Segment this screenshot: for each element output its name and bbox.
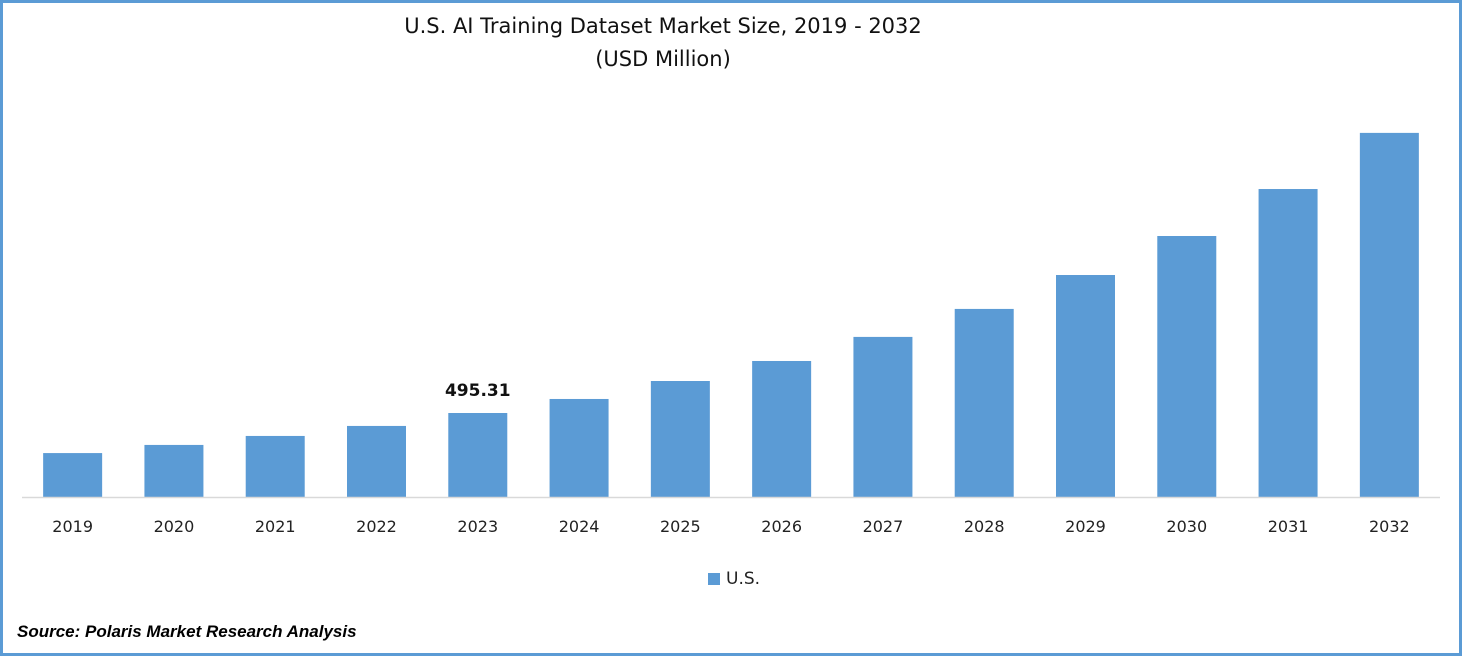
bar-2029 [1056, 275, 1115, 497]
legend: U.S. [708, 569, 760, 589]
x-tick-label: 2020 [154, 517, 195, 536]
x-tick-label: 2027 [863, 517, 904, 536]
bar-2022 [347, 425, 406, 497]
source-note: Source: Polaris Market Research Analysis [17, 622, 357, 641]
bar-2032 [1359, 132, 1419, 497]
bar-2025 [650, 380, 710, 497]
chart-subtitle: (USD Million) [595, 47, 731, 71]
bar-2030 [1157, 235, 1217, 497]
x-tick-label: 2023 [457, 517, 498, 536]
bar-2021 [245, 435, 305, 497]
bar-2026 [752, 360, 812, 497]
x-tick-label: 2030 [1166, 517, 1207, 536]
x-tick-label: 2028 [964, 517, 1005, 536]
x-tick-label: 2031 [1268, 517, 1309, 536]
chart-title: U.S. AI Training Dataset Market Size, 20… [404, 14, 922, 38]
bar-2031 [1258, 189, 1318, 497]
bar-2028 [954, 308, 1014, 497]
x-tick-label: 2022 [356, 517, 397, 536]
bar-2023 [448, 413, 508, 497]
bar-2027 [853, 336, 913, 497]
data-label: 495.31 [445, 381, 511, 401]
bar-2019 [43, 453, 103, 497]
x-tick-label: 2021 [255, 517, 296, 536]
legend-label: U.S. [726, 569, 761, 589]
x-tick-label: 2032 [1369, 517, 1410, 536]
x-tick-label: 2019 [52, 517, 93, 536]
x-tick-label: 2024 [559, 517, 600, 536]
bar-2020 [144, 444, 204, 497]
legend-swatch [708, 573, 720, 585]
bar-2024 [549, 398, 609, 497]
x-tick-label: 2029 [1065, 517, 1106, 536]
x-tick-label: 2026 [761, 517, 802, 536]
x-tick-label: 2025 [660, 517, 701, 536]
